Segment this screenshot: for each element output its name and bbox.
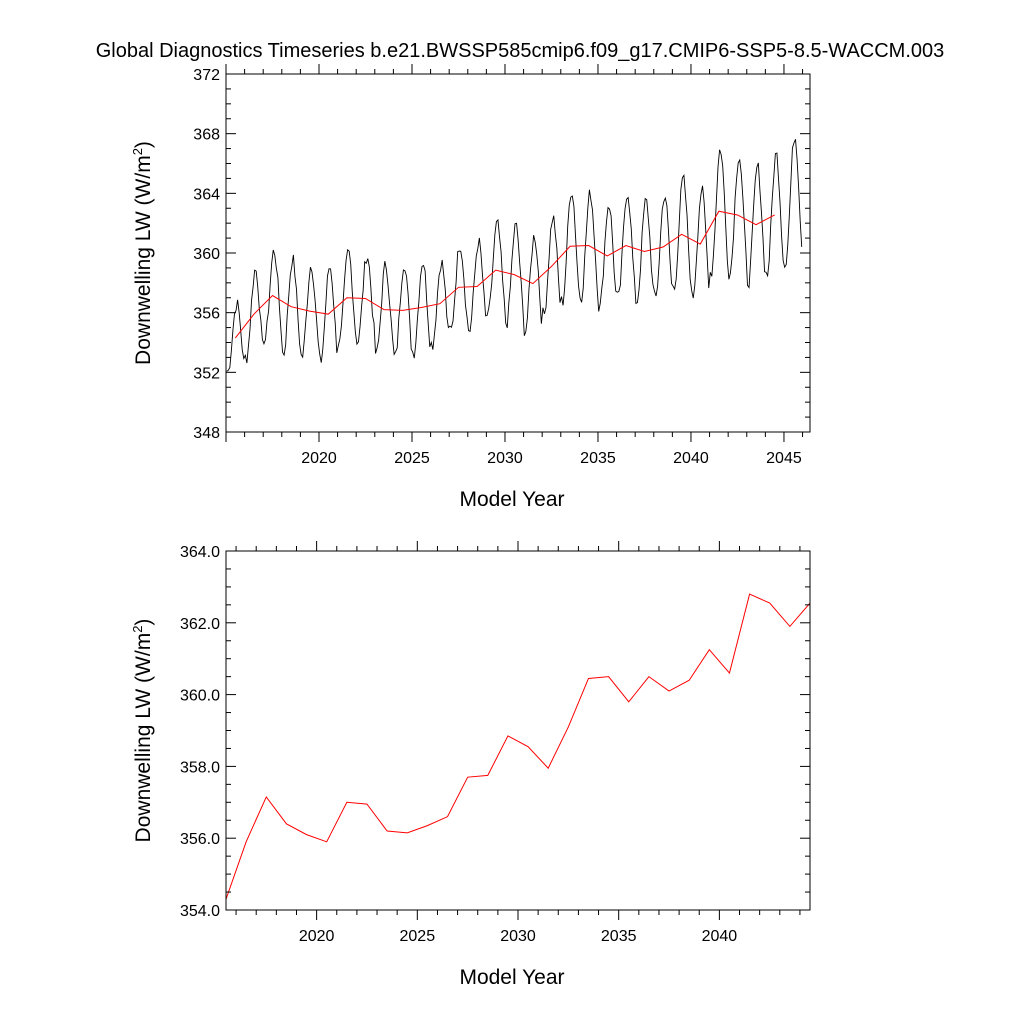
- bottom-annual-series-line: [226, 593, 810, 900]
- bottom-xtick-label: 2020: [299, 928, 335, 945]
- bottom-ytick-label: 364.0: [180, 544, 220, 561]
- top-ytick-label: 348: [193, 425, 220, 442]
- top-panel: 348 352 356 360 364 368 372 2020 2025 2030 2035 204…: [130, 64, 811, 511]
- bottom-ytick-label: 360.0: [180, 688, 220, 705]
- top-xtick-label: 2030: [487, 450, 523, 467]
- top-ytick-label: 356: [193, 306, 220, 323]
- bottom-xtick-label: 2035: [601, 928, 637, 945]
- bottom-ytick-label: 356.0: [180, 831, 220, 848]
- bottom-ytick-label: 354.0: [180, 903, 220, 920]
- top-xtick-label: 2020: [301, 450, 337, 467]
- bottom-y-axis-label: Downwelling LW (W/m2): [130, 619, 155, 843]
- top-plot-frame: [225, 73, 811, 433]
- bottom-xtick-label: 2030: [500, 928, 536, 945]
- top-x-axis-label: Model Year: [459, 488, 564, 511]
- top-ytick-label: 364: [193, 186, 220, 203]
- bottom-ytick-label: 358.0: [180, 759, 220, 776]
- top-ytick-label: 360: [193, 246, 220, 263]
- top-annual-series-line: [234, 210, 775, 339]
- top-xtick-label: 2035: [580, 450, 616, 467]
- bottom-x-axis-label: Model Year: [459, 966, 564, 989]
- bottom-xtick-label: 2025: [400, 928, 436, 945]
- bottom-ytick-label: 362.0: [180, 616, 220, 633]
- top-ytick-label: 368: [193, 127, 220, 144]
- top-xtick-label: 2025: [394, 450, 430, 467]
- top-monthly-series-line: [226, 139, 803, 372]
- top-xtick-label: 2045: [766, 450, 802, 467]
- top-ytick-label: 352: [193, 365, 220, 382]
- top-y-axis-label: Downwelling LW (W/m2): [130, 141, 155, 365]
- chart-title: Global Diagnostics Timeseries b.e21.BWSS…: [96, 40, 945, 62]
- top-xtick-label: 2040: [673, 450, 709, 467]
- bottom-xtick-label: 2040: [702, 928, 738, 945]
- bottom-plot-frame: [225, 550, 811, 911]
- bottom-panel: 354.0 356.0 358.0 360.0 362.0 364.0 2020 2025 20…: [130, 541, 811, 989]
- top-ytick-label: 372: [193, 67, 220, 84]
